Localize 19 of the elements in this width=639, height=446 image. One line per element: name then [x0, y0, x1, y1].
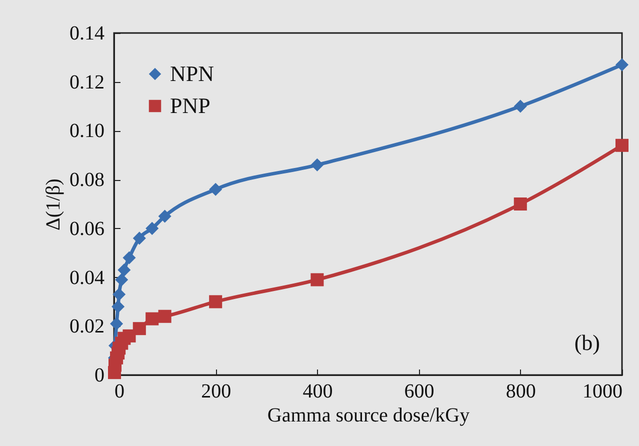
x-tick-label: 400: [302, 380, 333, 402]
x-tick-label: 0: [114, 380, 124, 402]
x-tick-label: 200: [201, 380, 232, 402]
y-tick-label: 0: [94, 364, 104, 386]
y-tick-label: 0.06: [70, 218, 104, 240]
annotation: (b): [574, 330, 600, 355]
x-tick-label: 800: [506, 380, 536, 402]
y-tick-label: 0.08: [70, 169, 104, 192]
y-tick-label: 0.14: [70, 22, 104, 44]
y-axis-title: Δ(1/β): [42, 178, 64, 230]
y-tick-label: 0.02: [70, 316, 104, 338]
legend-label: PNP: [170, 93, 210, 118]
x-tick-label: 600: [404, 380, 434, 402]
x-axis-title: Gamma source dose/kGy: [267, 404, 470, 426]
legend-label: NPN: [170, 61, 214, 86]
y-tick-label: 0.04: [70, 266, 104, 289]
y-tick-label: 0.10: [70, 120, 104, 142]
x-tick-label: 1000: [582, 380, 622, 402]
y-tick-label: 0.12: [70, 71, 104, 94]
